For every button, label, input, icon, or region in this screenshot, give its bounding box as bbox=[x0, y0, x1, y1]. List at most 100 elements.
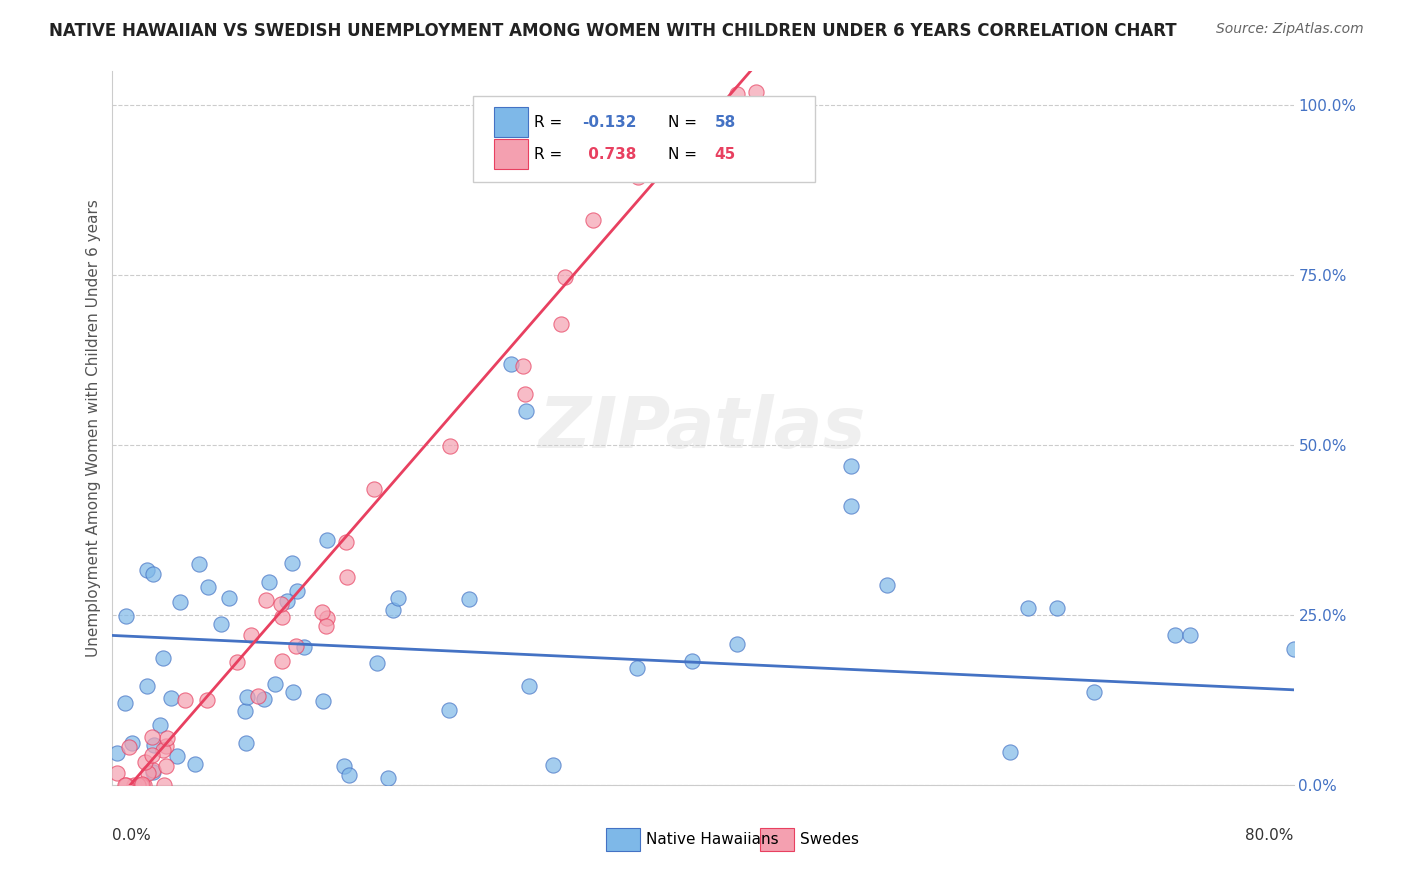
Point bbox=[315, 619, 337, 633]
Point bbox=[121, 736, 143, 750]
Point bbox=[118, 739, 141, 754]
Point bbox=[725, 637, 748, 651]
Point bbox=[187, 557, 209, 571]
Point bbox=[195, 693, 218, 707]
Point bbox=[115, 609, 138, 624]
Text: R =: R = bbox=[534, 147, 567, 162]
Point bbox=[155, 739, 177, 753]
Point bbox=[253, 691, 276, 706]
Point bbox=[127, 778, 149, 792]
Point bbox=[285, 583, 308, 598]
Point bbox=[1178, 628, 1201, 642]
Point bbox=[541, 758, 564, 772]
Point bbox=[131, 777, 153, 791]
Point bbox=[1164, 628, 1187, 642]
Point bbox=[336, 570, 359, 584]
Point bbox=[627, 169, 650, 184]
Point bbox=[142, 566, 165, 581]
Point bbox=[311, 605, 333, 619]
Point bbox=[225, 655, 247, 669]
Point bbox=[515, 404, 537, 418]
Point bbox=[501, 357, 523, 371]
Point bbox=[259, 575, 281, 590]
Point bbox=[141, 730, 163, 744]
Point bbox=[457, 592, 479, 607]
Text: NATIVE HAWAIIAN VS SWEDISH UNEMPLOYMENT AMONG WOMEN WITH CHILDREN UNDER 6 YEARS : NATIVE HAWAIIAN VS SWEDISH UNEMPLOYMENT … bbox=[49, 22, 1177, 40]
FancyBboxPatch shape bbox=[606, 828, 640, 851]
Point bbox=[839, 458, 862, 473]
Point bbox=[512, 359, 534, 374]
Point bbox=[315, 610, 337, 624]
Point bbox=[1298, 710, 1320, 724]
FancyBboxPatch shape bbox=[494, 139, 529, 169]
Text: 0.738: 0.738 bbox=[582, 147, 636, 162]
Point bbox=[142, 738, 165, 752]
Point bbox=[998, 745, 1021, 759]
Point bbox=[312, 694, 335, 708]
Point bbox=[105, 766, 128, 780]
Point bbox=[218, 591, 240, 606]
Text: 0.0%: 0.0% bbox=[112, 828, 152, 843]
Point bbox=[513, 387, 536, 401]
Point bbox=[335, 535, 357, 549]
Point bbox=[284, 639, 307, 653]
Point bbox=[839, 500, 862, 514]
Point bbox=[142, 764, 165, 779]
FancyBboxPatch shape bbox=[759, 828, 794, 851]
Point bbox=[337, 767, 360, 781]
Point bbox=[1083, 685, 1105, 699]
Point bbox=[134, 755, 156, 769]
Point bbox=[233, 704, 256, 718]
Point bbox=[377, 771, 399, 785]
Point bbox=[235, 736, 257, 750]
Text: 45: 45 bbox=[714, 147, 737, 162]
Point bbox=[439, 438, 461, 452]
Point bbox=[141, 747, 163, 762]
Point bbox=[745, 85, 768, 99]
Point bbox=[169, 594, 191, 608]
Text: N =: N = bbox=[668, 115, 702, 130]
Point bbox=[246, 689, 269, 703]
Point bbox=[136, 679, 159, 693]
FancyBboxPatch shape bbox=[494, 107, 529, 137]
Point bbox=[270, 654, 292, 668]
Point bbox=[316, 533, 339, 547]
Point bbox=[517, 679, 540, 693]
Point bbox=[381, 603, 404, 617]
Point bbox=[363, 482, 385, 496]
Text: 80.0%: 80.0% bbox=[1246, 828, 1294, 843]
Point bbox=[173, 693, 195, 707]
Point bbox=[160, 691, 183, 706]
Point bbox=[727, 87, 749, 101]
Point bbox=[240, 628, 263, 642]
Point bbox=[276, 594, 298, 608]
Text: -0.132: -0.132 bbox=[582, 115, 637, 130]
Point bbox=[156, 731, 179, 745]
Y-axis label: Unemployment Among Women with Children Under 6 years: Unemployment Among Women with Children U… bbox=[86, 199, 101, 657]
Point bbox=[366, 656, 388, 670]
Point bbox=[209, 616, 232, 631]
Point bbox=[550, 317, 572, 331]
FancyBboxPatch shape bbox=[472, 96, 815, 182]
Point bbox=[131, 778, 153, 792]
Point bbox=[876, 578, 898, 592]
Text: Native Hawaiians: Native Hawaiians bbox=[647, 831, 779, 847]
Point bbox=[166, 749, 188, 764]
Point bbox=[387, 591, 409, 606]
Point bbox=[254, 593, 277, 607]
Point bbox=[582, 212, 605, 227]
Text: Swedes: Swedes bbox=[800, 831, 859, 847]
Point bbox=[1046, 601, 1069, 615]
Point bbox=[114, 778, 136, 792]
Text: 58: 58 bbox=[714, 115, 737, 130]
Point bbox=[1017, 601, 1039, 615]
Point bbox=[437, 703, 460, 717]
Point bbox=[271, 610, 294, 624]
Point bbox=[1282, 642, 1305, 657]
Point bbox=[152, 742, 174, 756]
Point bbox=[142, 763, 165, 777]
Point bbox=[281, 685, 304, 699]
Point bbox=[184, 757, 207, 772]
Point bbox=[115, 778, 138, 792]
Point bbox=[122, 778, 145, 792]
